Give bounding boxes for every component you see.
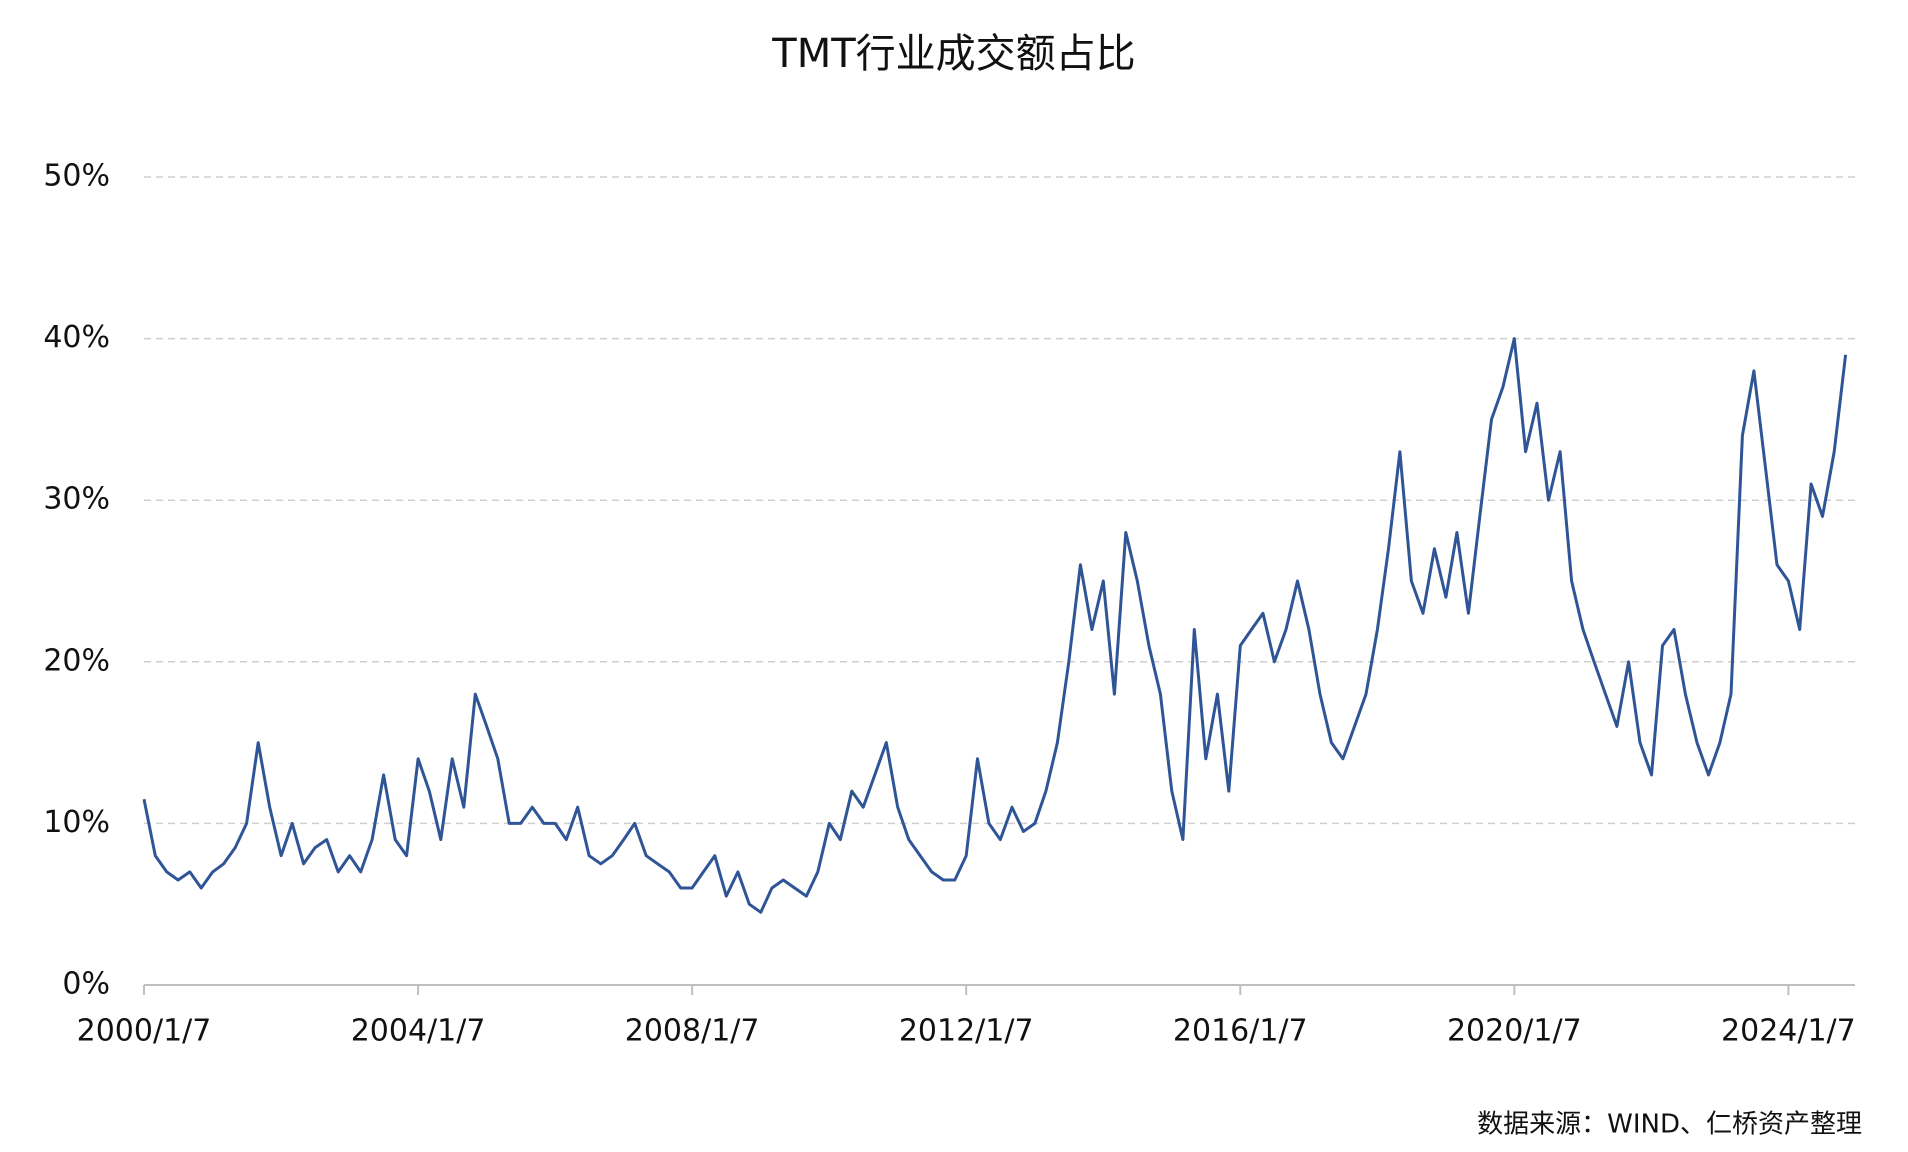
y-tick-label: 50% bbox=[43, 159, 110, 194]
x-tick-label: 2008/1/7 bbox=[625, 1014, 760, 1049]
y-tick-label: 10% bbox=[43, 805, 110, 840]
x-tick-label: 2024/1/7 bbox=[1721, 1014, 1856, 1049]
y-tick-label: 30% bbox=[43, 482, 110, 517]
x-tick-label: 2016/1/7 bbox=[1173, 1014, 1308, 1049]
x-tick-label: 2000/1/7 bbox=[77, 1014, 212, 1049]
y-tick-label: 0% bbox=[62, 967, 110, 1002]
x-tick-label: 2004/1/7 bbox=[351, 1014, 486, 1049]
x-tick-label: 2012/1/7 bbox=[899, 1014, 1034, 1049]
chart-title: TMT行业成交额占比 bbox=[771, 31, 1135, 77]
x-tick-label: 2020/1/7 bbox=[1447, 1014, 1582, 1049]
source-note: 数据来源：WIND、仁桥资产整理 bbox=[1477, 1110, 1862, 1140]
y-tick-label: 40% bbox=[43, 320, 110, 355]
data-line bbox=[142, 337, 1848, 914]
y-tick-label: 20% bbox=[43, 643, 110, 678]
